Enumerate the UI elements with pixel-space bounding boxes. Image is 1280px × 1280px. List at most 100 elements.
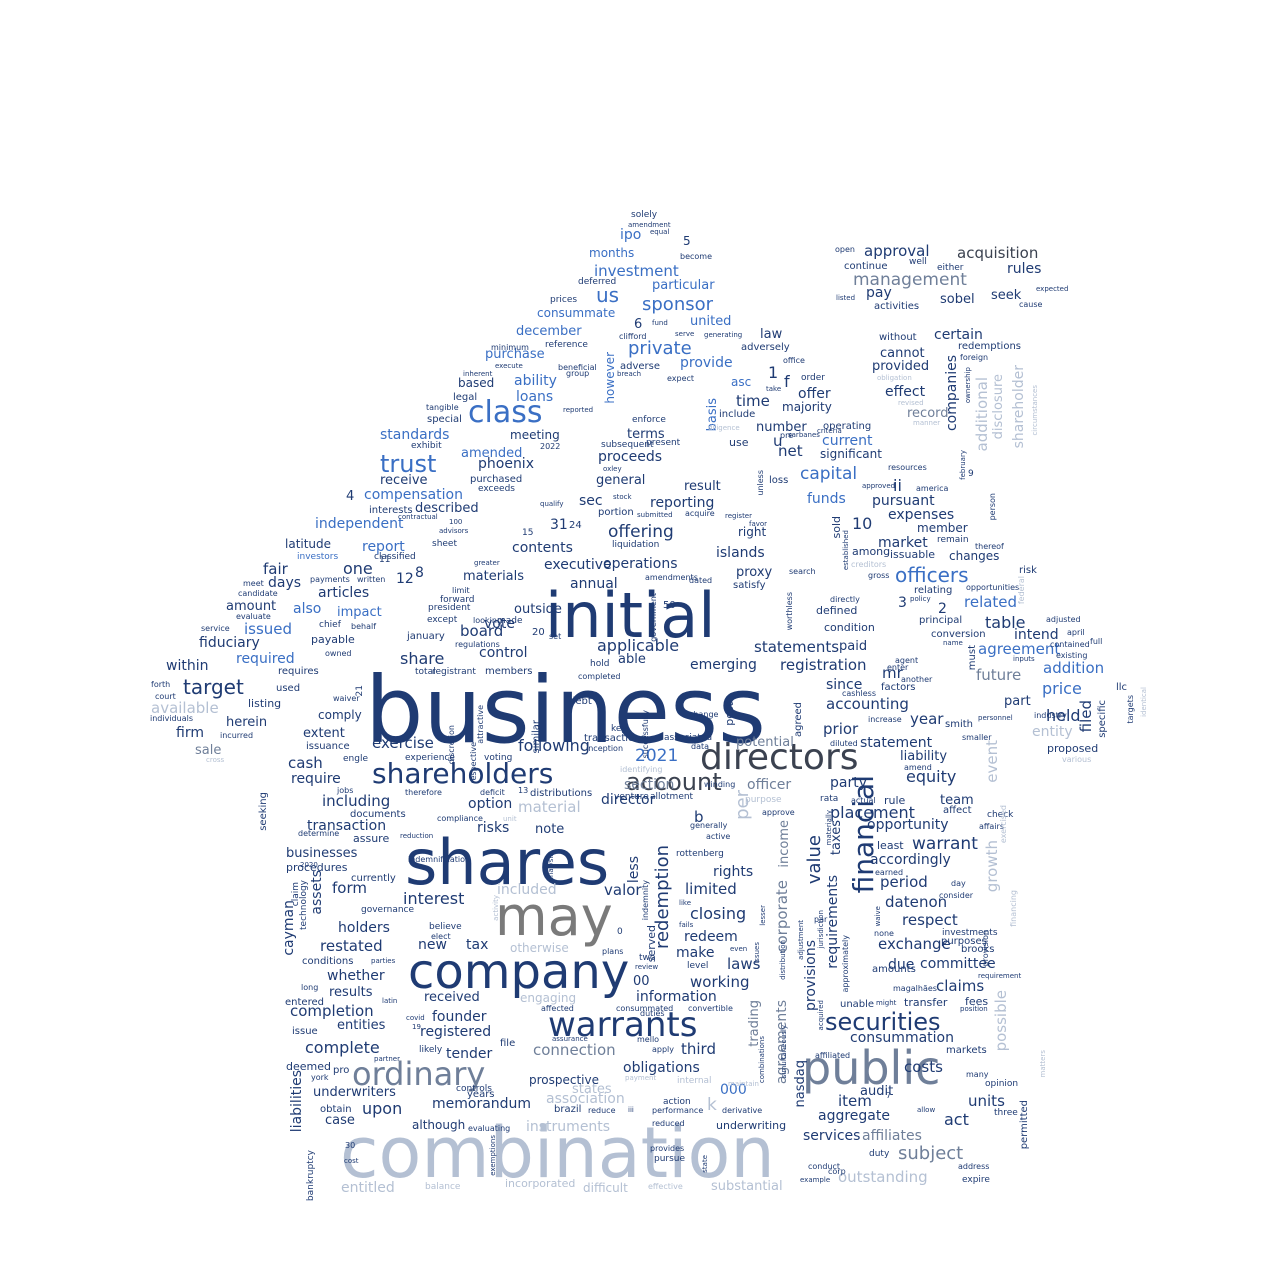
word-executive: executive [544,557,612,573]
word-continue: continue [844,261,888,272]
word-even: even [730,945,748,953]
word-income: income [777,820,792,868]
word-opportunities: opportunities [966,583,1020,592]
word-incurred: incurred [220,731,254,740]
word-general: general [596,473,646,488]
word-value: value [804,835,825,885]
word-held: held [1046,706,1081,725]
word-outstanding: outstanding [838,1168,928,1186]
word-principal: principal [919,615,963,626]
word-resources: resources [888,463,927,472]
word-offering: offering [608,522,674,542]
word-liquidation: liquidation [612,540,660,550]
word-provided: provided [872,359,930,374]
word-hold: hold [590,659,610,669]
word-entities: entities [337,1018,386,1033]
word-affiliated: affiliated [815,1051,851,1060]
word-12: 12 [396,571,414,587]
word-diligence: diligence [708,424,740,432]
word-expect: expect [667,374,695,383]
word-limit: limit [452,586,470,595]
word-6: 6 [634,317,643,332]
word-meeting: meeting [510,428,560,442]
word-claim: claim [291,882,301,907]
word-affiliates: affiliates [862,1128,922,1144]
word-permitted: permitted [1019,1100,1030,1150]
word-2021: 2021 [635,746,679,766]
word-effective: effective [648,1182,683,1191]
word-portion: portion [598,507,634,518]
word-full: full [1090,637,1103,646]
word-balance: balance [425,1182,461,1192]
word-difficult: difficult [583,1181,628,1195]
word-forward: forward [440,595,475,605]
word-potential: potential [736,735,794,750]
word-act: act [944,1110,969,1129]
word-one: one [343,559,373,578]
word-another: another [901,675,933,684]
word-opportunity: opportunity [867,817,949,833]
word-prices: prices [550,295,578,305]
word-assurance: assurance [552,1035,588,1043]
word-50: 50 [663,600,676,611]
word-meet: meet [243,579,264,588]
word-member: member [917,521,968,535]
word-agreed: agreed [793,702,804,738]
word-engaging: engaging [520,991,577,1005]
word-register: register [725,512,752,520]
word-person: person [988,493,997,521]
word-seeking: seeking [258,792,269,831]
word-chief: chief [319,620,341,630]
word-growth: growth [983,840,1001,893]
word-k: k [707,1095,717,1115]
word-item: item [838,1092,872,1110]
word-independent: independent [315,516,404,532]
word-latin: latin [382,997,398,1005]
word-either: either [937,263,964,273]
word-complete: complete [305,1038,380,1057]
word-law: law [760,327,783,342]
word-purposes: purposes [941,936,987,947]
word-24: 24 [569,520,582,531]
word-future: future [976,666,1022,684]
word-legal: legal [453,392,478,403]
word-gross: gross [868,571,890,580]
word-related: related [964,593,1018,611]
word-nasdaq: nasdaq [793,1060,808,1108]
word-check: check [987,810,1014,820]
word-deferred: deferred [578,277,617,287]
word-time: time [736,392,770,410]
word-bankruptcy: bankruptcy [306,1150,316,1202]
word-determine: determine [298,829,340,838]
word-respect: respect [902,911,958,929]
word-particular: particular [652,278,715,293]
word-1: 1 [768,363,779,382]
word-candidate: candidate [238,589,278,598]
word-combinations: combinations [758,1036,766,1084]
word-breach: breach [617,370,642,378]
word-disclosure: disclosure [991,374,1006,440]
word-active: active [706,832,731,841]
word-otherwise: otherwise [510,941,569,955]
word-none: none [874,929,894,938]
word-waiver: waiver [333,694,360,703]
word-without: without [879,332,917,343]
word-2020: 2020 [300,861,318,869]
word-cayman: cayman [281,900,297,956]
word-substantial: substantial [711,1179,783,1194]
word-post: post [723,702,736,726]
word-director: director [601,792,656,808]
word-agent: agent [895,656,919,665]
word-upon: upon [362,1099,403,1118]
word-additional: additional [973,377,991,452]
word-obligation: obligation [877,374,912,382]
word-performance: performance [652,1106,704,1115]
word-issuable: issuable [890,548,936,561]
word-applicable: applicable [597,636,680,655]
word-purchased: purchased [470,474,523,485]
word-funds: funds [807,491,846,507]
word-holders: holders [338,920,390,936]
word-control: control [479,645,528,661]
word-favor: favor [749,520,768,528]
word-5: 5 [683,234,691,248]
